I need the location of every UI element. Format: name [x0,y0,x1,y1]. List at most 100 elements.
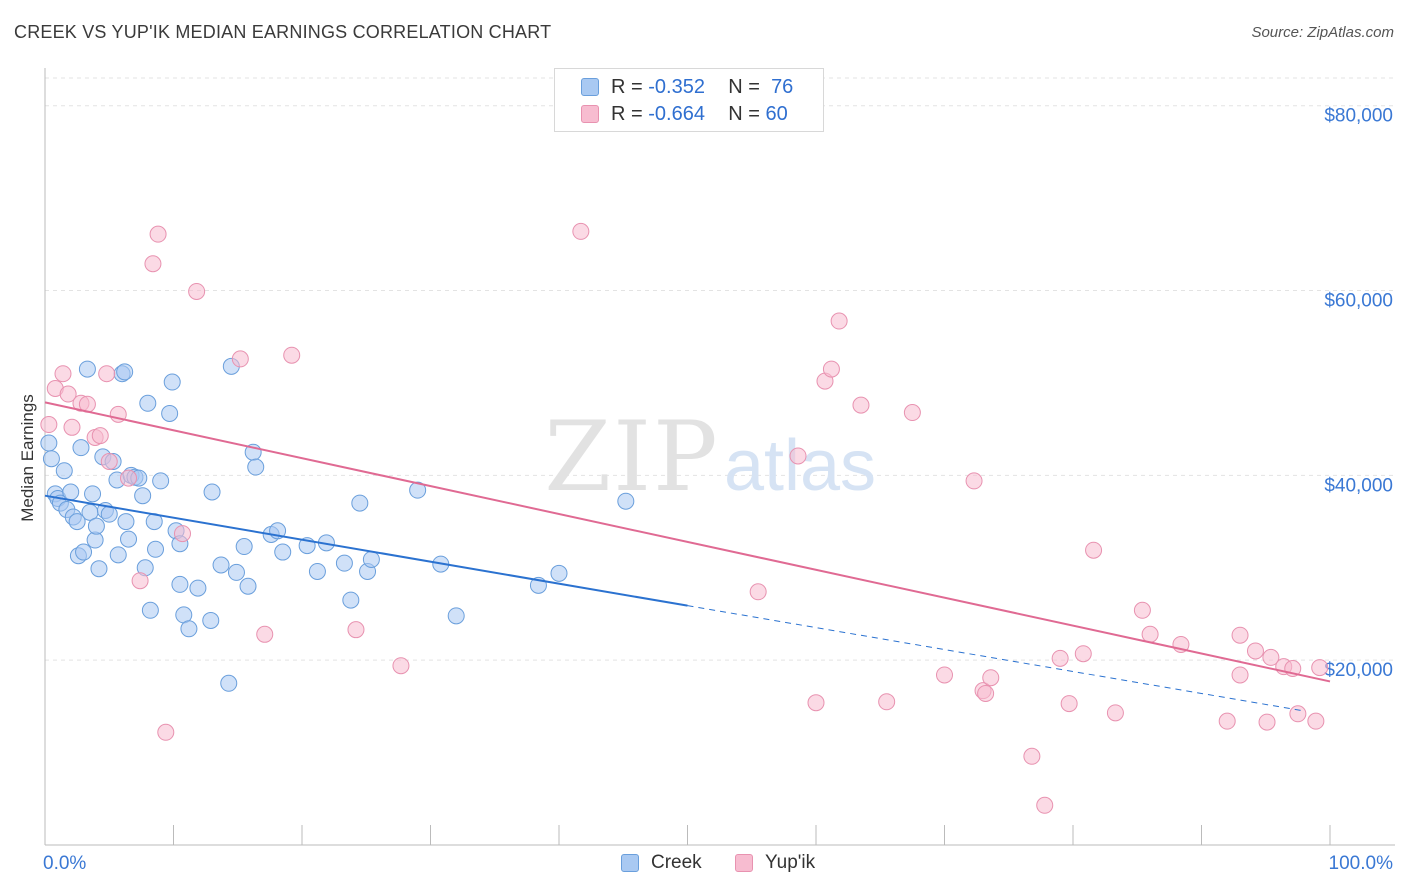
yupik-points [40,222,1329,814]
grid-lines [45,77,1395,661]
yupik-point [1218,712,1236,730]
creek-point [362,550,380,568]
yupik-point [822,360,840,378]
creek-point [40,434,58,452]
creek-point [55,462,73,480]
yupik-point [283,346,301,364]
yupik-point [63,418,81,436]
creek-legend-swatch [621,854,639,872]
watermark: ZIP atlas [544,401,876,513]
yupik-point [807,694,825,712]
yupik-point [144,255,162,273]
yupik-point [131,572,149,590]
yupik-point [1051,649,1069,667]
yupik-point [157,723,175,741]
yupik-point [231,350,249,368]
yupik-point [965,472,983,490]
creek-point [68,513,86,531]
yupik-point [1036,796,1054,814]
legend-item-creek: Creek [621,852,702,874]
yupik-point [392,657,410,675]
creek-point [90,560,108,578]
x-tick-label: 100.0% [1329,853,1394,874]
creek-point [75,543,93,561]
creek-point [84,485,102,503]
creek-point [87,517,105,535]
y-axis-label: Median Earnings [18,394,37,522]
yupik-point [936,666,953,684]
creek-r-value: -0.352 [648,75,705,98]
creek-point [72,439,90,457]
creek-point [212,556,230,574]
yupik-point [903,404,921,422]
yupik-point [572,222,590,240]
creek-point [550,564,568,582]
x-tick-labels: 0.0% 100.0% [43,853,1393,874]
yupik-point [1307,712,1325,730]
creek-point [235,538,253,556]
yupik-point [1311,659,1329,677]
creek-point [247,458,265,476]
creek-point [203,483,221,501]
yupik-point [1133,601,1151,619]
x-tick-label: 0.0% [43,853,86,874]
yupik-n-value: 60 [765,102,788,125]
yupik-point [98,365,116,383]
yupik-point [852,396,870,414]
yupik-point [1246,642,1264,660]
yupik-point [1231,626,1249,644]
creek-point [147,540,165,558]
correlation-legend: R = -0.352 N = 76 R = -0.664 N = 60 [554,68,824,132]
creek-point [617,492,635,510]
creek-point [134,487,152,505]
yupik-point [149,225,167,243]
trend-lines [44,401,1331,712]
yupik-point [1060,695,1078,713]
creek-point [171,575,189,593]
creek-point [62,483,80,501]
creek-point [409,481,427,499]
creek-point [163,373,181,391]
watermark-zip: ZIP [544,401,719,513]
yupik-point [1074,645,1092,663]
yupik-point [40,416,58,434]
yupik-point [1262,648,1280,666]
creek-point [120,530,138,548]
source-label: Source: ZipAtlas.com [1251,24,1394,41]
creek-trend-extension [687,605,1305,712]
yupik-point [188,282,206,300]
yupik-point [59,385,77,403]
yupik-point [977,684,995,702]
creek-point [447,607,465,625]
legend-item-yupik: Yup'ik [735,852,815,874]
yupik-point [1106,704,1124,722]
creek-point [141,601,159,619]
yupik-trend-line [44,401,1331,683]
yupik-point [91,427,109,445]
yupik-legend-swatch [735,854,753,872]
yupik-r-value: -0.664 [648,102,705,125]
yupik-point [830,312,848,330]
yupik-point [100,453,118,470]
creek-legend-label: Creek [651,852,702,873]
y-tick-label: $60,000 [1324,291,1393,312]
yupik-point [120,469,138,487]
creek-point [239,577,257,595]
yupik-point [789,447,807,465]
yupik-legend-label: Yup'ik [765,852,816,873]
creek-point [42,450,60,468]
y-tick-label: $80,000 [1324,106,1393,127]
yupik-point [54,365,72,383]
creek-n-value: 76 [771,75,794,98]
creek-point [109,546,127,564]
creek-point [189,579,207,597]
creek-point [117,513,135,531]
yupik-point [1289,705,1307,723]
yupik-point [878,693,896,711]
yupik-point [1231,666,1249,684]
creek-point [351,494,369,512]
yupik-point [347,621,365,639]
legend-row-yupik: R = -0.664 N = 60 [555,102,788,126]
yupik-point [1258,713,1276,731]
